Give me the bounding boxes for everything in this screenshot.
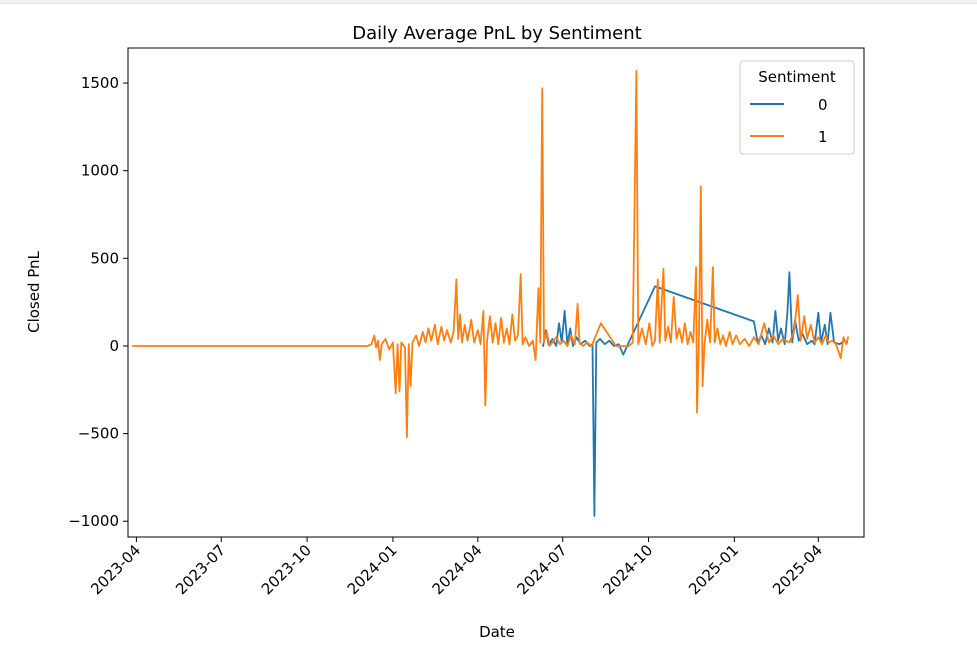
x-tick-label-2: 2023-10: [258, 541, 315, 598]
x-axis: 2023-04 2023-07 2023-10 2024-01 2024-04 2024-…: [87, 537, 826, 598]
legend-entry-0: 0: [818, 96, 828, 114]
y-axis: −1000 −500 0 500 1000 1500: [68, 74, 128, 530]
x-tick-label-8: 2025-04: [769, 541, 826, 598]
x-tick-label-3: 2024-01: [344, 541, 401, 598]
y-axis-label: Closed PnL: [25, 250, 43, 332]
x-tick-label-6: 2024-10: [599, 541, 656, 598]
y-tick-label-1: −500: [78, 425, 119, 443]
series-line-0: [542, 271, 849, 517]
y-tick-label-5: 1500: [81, 74, 119, 92]
legend-title: Sentiment: [758, 68, 836, 86]
notebook-cell-border: [0, 0, 977, 4]
y-tick-label-2: 0: [109, 337, 119, 355]
legend-box: [739, 60, 855, 155]
y-tick-label-4: 1000: [81, 162, 119, 180]
plot-area-frame: [127, 47, 865, 538]
x-tick-label-7: 2025-01: [685, 541, 742, 598]
series-layer: [131, 69, 849, 517]
series-line-1: [131, 69, 849, 438]
x-tick-label-0: 2023-04: [87, 541, 144, 598]
legend-entry-1: 1: [818, 128, 828, 146]
chart-title: Daily Average PnL by Sentiment: [352, 23, 641, 44]
y-tick-label-3: 500: [90, 249, 119, 267]
x-tick-label-1: 2023-07: [172, 541, 229, 598]
legend: Sentiment 0 1: [739, 60, 855, 155]
y-tick-label-0: −1000: [68, 512, 119, 530]
x-tick-label-5: 2024-07: [513, 541, 570, 598]
x-axis-label: Date: [479, 623, 515, 641]
x-tick-label-4: 2024-04: [429, 541, 486, 598]
